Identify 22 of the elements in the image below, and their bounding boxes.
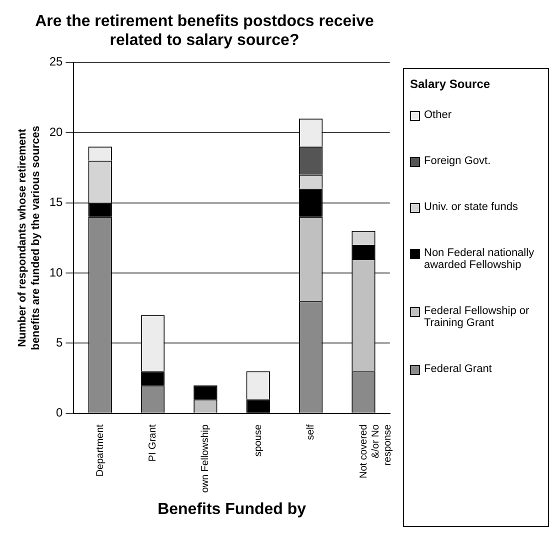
x-tick-label: Not covered &/or No response — [358, 424, 394, 478]
legend-title: Salary Source — [410, 77, 492, 91]
legend-label: Other — [424, 109, 452, 121]
y-tick-label: 15 — [49, 195, 64, 210]
y-tick-label: 20 — [49, 124, 64, 139]
x-tick-label: self — [306, 424, 317, 440]
y-tick-label: 25 — [49, 54, 64, 69]
y-tick-label: 5 — [56, 336, 64, 350]
legend-label: Univ. or state funds — [424, 201, 518, 213]
legend-label: Federal Fellowship or Training Grant — [424, 305, 530, 329]
x-tick-label: spouse — [252, 424, 264, 457]
x-tick-label: Department — [94, 424, 106, 477]
y-tick-label: 0 — [56, 406, 64, 420]
legend-label: Foreign Govt. — [424, 155, 491, 167]
y-axis-title: Number of respondants whose retirement benefits are funded by the various sources — [16, 126, 42, 350]
y-tick-label: 10 — [49, 265, 64, 280]
x-tick-label: own Fellowship — [200, 424, 212, 493]
legend-label: Non Federal nationally awarded Fellowship — [424, 247, 536, 271]
x-axis-title: Benefits Funded by — [158, 500, 306, 518]
x-tick-label: PI Grant — [148, 424, 159, 462]
legend-label: Federal Grant — [424, 363, 492, 375]
chart-title: Are the retirement benefits postdocs receive related to salary source? — [35, 13, 374, 50]
